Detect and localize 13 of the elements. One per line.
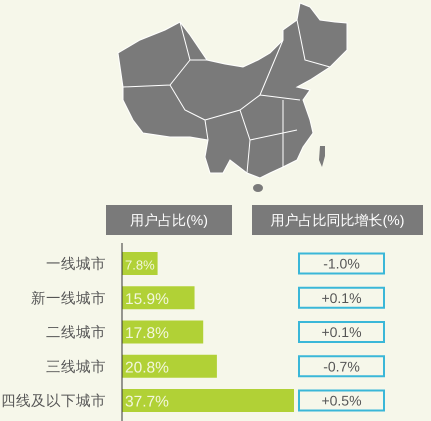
data-label: 7.8%: [125, 258, 156, 272]
y-tick-label: 二线城市: [46, 324, 106, 341]
data-label: 20.8%: [125, 359, 170, 376]
data-label: 17.8%: [125, 325, 170, 342]
chart-title: 用户占比(%): [130, 212, 208, 228]
data-label: 37.7%: [125, 394, 170, 410]
bar: [122, 354, 217, 378]
data-label: 15.9%: [125, 290, 170, 308]
y-tick-label: 新一线城市: [31, 290, 106, 307]
bar: [122, 389, 294, 412]
y-tick-label: 一线城市: [46, 256, 106, 272]
y-tick-label: 四线及以下城市: [1, 392, 106, 410]
y-tick-label: 三线城市: [46, 358, 106, 376]
